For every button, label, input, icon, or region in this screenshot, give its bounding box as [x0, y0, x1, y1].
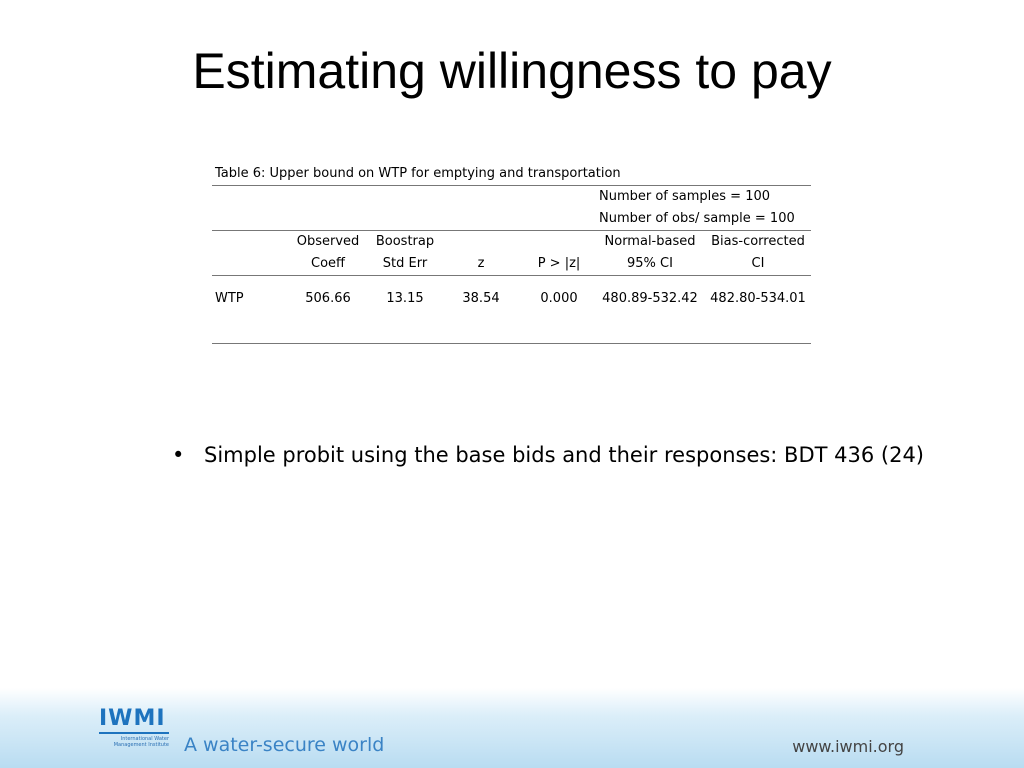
header-row: Coeff Std Err z P > |z| 95% CI CI: [212, 253, 811, 275]
logo-subtext: International Water Management Institute: [113, 736, 169, 748]
table-row: WTP 506.66 13.15 38.54 0.000 480.89-532.…: [212, 288, 811, 310]
table-header: Observed Boostrap Normal-based Bias-corr…: [212, 230, 811, 276]
header-cell: Observed: [296, 234, 360, 249]
header-cell: z: [477, 256, 485, 271]
footer-band: [0, 688, 1024, 768]
header-cell: Coeff: [311, 256, 345, 271]
table-caption: Table 6: Upper bound on WTP for emptying…: [212, 163, 811, 186]
meta-samples: Number of samples = 100: [599, 189, 771, 204]
table-cell: 13.15: [386, 291, 424, 306]
footer-tagline: A water-secure world: [184, 734, 385, 756]
table-cell: 38.54: [462, 291, 500, 306]
iwmi-logo[interactable]: IWMI International Water Management Inst…: [99, 708, 171, 756]
header-cell: Boostrap: [375, 234, 435, 249]
header-cell: CI: [751, 256, 765, 271]
table-cell: 0.000: [540, 291, 578, 306]
table-cell: 482.80-534.01: [710, 291, 806, 306]
logo-mark: IWMI: [99, 706, 166, 731]
header-cell: Bias-corrected: [711, 234, 805, 249]
table-meta: Number of samples = 100 Number of obs/ s…: [212, 186, 811, 230]
header-cell: Normal-based: [604, 234, 696, 249]
header-cell: P > |z|: [537, 256, 581, 271]
table-body: WTP 506.66 13.15 38.54 0.000 480.89-532.…: [212, 276, 811, 344]
table-cell-label: WTP: [215, 291, 244, 306]
table-cell: 480.89-532.42: [602, 291, 698, 306]
wtp-table: Table 6: Upper bound on WTP for emptying…: [212, 163, 811, 344]
header-row: Observed Boostrap Normal-based Bias-corr…: [212, 231, 811, 253]
logo-divider: [99, 732, 169, 734]
footer-website-link[interactable]: www.iwmi.org: [792, 737, 904, 756]
bullet-text: Simple probit using the base bids and th…: [204, 443, 924, 467]
slide-title: Estimating willingness to pay: [192, 43, 832, 99]
meta-obs: Number of obs/ sample = 100: [599, 211, 795, 226]
header-cell: Std Err: [382, 256, 428, 271]
meta-row: Number of samples = 100: [212, 186, 811, 208]
table-cell: 506.66: [305, 291, 351, 306]
meta-row: Number of obs/ sample = 100: [212, 208, 811, 230]
header-cell: 95% CI: [627, 256, 673, 271]
bullet-icon: •: [172, 443, 185, 467]
